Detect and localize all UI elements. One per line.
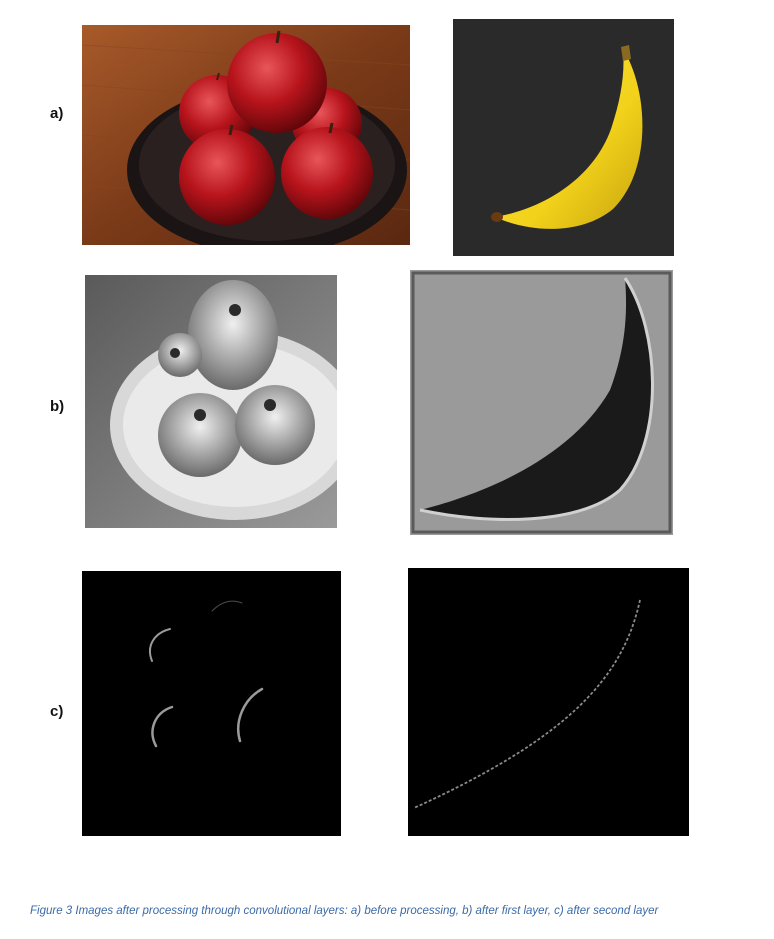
banana-photo — [453, 19, 674, 256]
apples-feature-map-layer-2 — [82, 571, 341, 836]
apples-feature-map-layer-1 — [85, 275, 337, 528]
figure-caption: Figure 3 Images after processing through… — [30, 905, 659, 917]
banana-feature-map-layer-1 — [410, 270, 673, 535]
row-label-c: c) — [50, 703, 64, 720]
row-label-b: b) — [50, 398, 65, 415]
banana-feature-map-layer-2 — [408, 568, 689, 836]
row-label-a: a) — [50, 105, 64, 122]
apples-bowl-photo — [82, 25, 410, 245]
